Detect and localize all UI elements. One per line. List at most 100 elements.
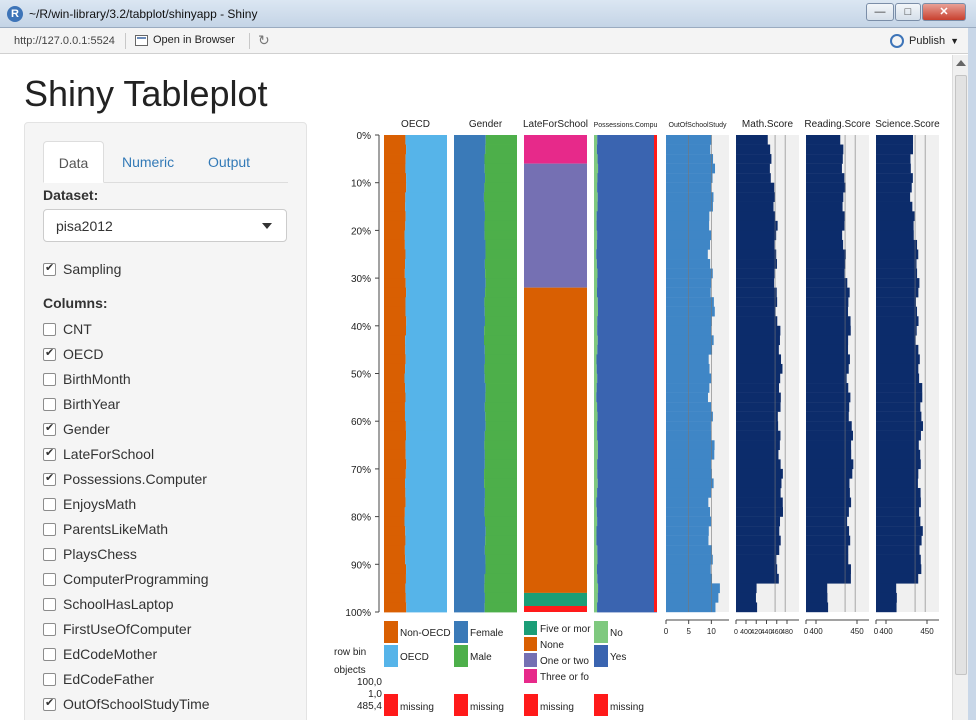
minimize-icon[interactable]: —: [866, 3, 894, 21]
column-checkbox-oecd[interactable]: OECD: [43, 344, 103, 364]
category-bar-male: [485, 421, 517, 432]
numeric-bar: [806, 144, 844, 155]
category-bar-no: [594, 440, 598, 451]
numeric-bar: [736, 487, 781, 498]
checkbox[interactable]: [43, 622, 56, 636]
column-checkbox-computerprogramming[interactable]: ComputerProgramming: [43, 569, 209, 589]
category-bar-non-oecd: [384, 306, 406, 317]
column-checkbox-enjoysmath[interactable]: EnjoysMath: [43, 494, 136, 514]
category-bar-oecd: [405, 344, 447, 355]
checkbox[interactable]: [43, 497, 56, 511]
numeric-bar: [736, 335, 780, 346]
column-label: ParentsLikeMath: [63, 521, 169, 537]
checkbox-checked[interactable]: [43, 261, 56, 276]
category-bar-oecd: [405, 259, 447, 269]
category-bar-male: [485, 144, 517, 155]
category-bar-no: [594, 554, 598, 565]
column-checkbox-parentslikemath[interactable]: ParentsLikeMath: [43, 519, 168, 539]
checkbox-checked[interactable]: [43, 346, 56, 361]
dataset-select[interactable]: pisa2012: [43, 209, 287, 242]
column-checkbox-cnt[interactable]: CNT: [43, 319, 92, 339]
numeric-bar: [736, 239, 775, 250]
checkbox[interactable]: [43, 597, 56, 611]
column-checkbox-birthyear[interactable]: BirthYear: [43, 394, 120, 414]
category-bar-yes: [597, 478, 657, 489]
column-checkbox-edcodefather[interactable]: EdCodeFather: [43, 669, 154, 689]
toolbar-divider: [125, 33, 126, 49]
y-tick-label: 20%: [351, 226, 371, 237]
category-bar-oecd: [406, 316, 447, 327]
category-bar-non-oecd: [384, 373, 405, 384]
column-label: OECD: [63, 346, 104, 362]
shiny-app: Shiny Tableplot Data Numeric Output Data…: [8, 55, 952, 720]
category-bar-male: [484, 306, 517, 317]
category-bar-non-oecd: [384, 154, 406, 165]
maximize-icon[interactable]: □: [895, 3, 921, 21]
numeric-bar: [806, 335, 849, 346]
numeric-bar: [806, 602, 829, 613]
checkbox[interactable]: [43, 672, 56, 686]
column-checkbox-birthmonth[interactable]: BirthMonth: [43, 369, 131, 389]
column-checkbox-edcodemother[interactable]: EdCodeMother: [43, 644, 157, 664]
numeric-bar: [806, 259, 846, 269]
numeric-bar: [876, 430, 921, 441]
publish-button[interactable]: Publish ▼: [890, 34, 959, 48]
checkbox-checked[interactable]: [43, 471, 56, 486]
checkbox[interactable]: [43, 572, 56, 586]
category-bar-female: [454, 363, 485, 374]
checkbox[interactable]: [43, 372, 56, 386]
column-checkbox-firstuseofcomputer[interactable]: FirstUseOfComputer: [43, 619, 191, 639]
checkbox-checked[interactable]: [43, 696, 56, 711]
close-icon[interactable]: ✕: [922, 3, 966, 21]
category-bar-oecd: [404, 268, 447, 279]
checkbox-checked[interactable]: [43, 421, 56, 436]
scroll-up-icon[interactable]: [956, 60, 966, 66]
legend-missing-label: missing: [470, 702, 504, 713]
numeric-bar: [666, 344, 713, 355]
category-bar-male: [484, 154, 517, 165]
numeric-bar: [876, 383, 923, 393]
category-bar-non-oecd: [384, 220, 406, 231]
numeric-bar: [806, 154, 843, 164]
numeric-bar: [806, 316, 851, 326]
column-checkbox-lateforschool[interactable]: LateForSchool: [43, 444, 154, 464]
category-bar-no: [594, 478, 598, 489]
tab-output[interactable]: Output: [208, 154, 251, 170]
category-bar-oecd: [404, 373, 447, 384]
y-tick-label: 80%: [351, 513, 371, 524]
numeric-bar: [876, 201, 913, 212]
checkbox[interactable]: [43, 322, 56, 336]
tab-numeric[interactable]: Numeric: [122, 154, 175, 170]
column-checkbox-gender[interactable]: Gender: [43, 419, 110, 439]
category-bar-female: [454, 239, 486, 250]
refresh-icon[interactable]: ↻: [258, 32, 270, 48]
column-checkbox-schoolhaslaptop[interactable]: SchoolHasLaptop: [43, 594, 174, 614]
numeric-bar: [736, 535, 781, 546]
category-bar-yes: [597, 602, 657, 613]
open-in-browser-button[interactable]: Open in Browser: [135, 34, 235, 46]
checkbox[interactable]: [43, 522, 56, 536]
sampling-checkbox[interactable]: Sampling: [43, 259, 121, 279]
category-bar-yes: [597, 421, 657, 432]
viewer-toolbar: http://127.0.0.1:5524 Open in Browser ↻ …: [0, 28, 976, 54]
legend-swatch: [454, 621, 468, 643]
category-bar-yes: [596, 239, 657, 250]
category-bar-non-oecd: [384, 383, 406, 393]
tab-data[interactable]: Data: [43, 141, 104, 183]
category-bar-non-oecd: [384, 344, 406, 355]
checkbox[interactable]: [43, 547, 56, 561]
vertical-scrollbar[interactable]: [952, 55, 968, 720]
scrollbar-thumb[interactable]: [955, 75, 967, 675]
checkbox[interactable]: [43, 397, 56, 411]
checkbox[interactable]: [43, 647, 56, 661]
category-bar-no: [594, 545, 598, 556]
column-checkbox-possessions-computer[interactable]: Possessions.Computer: [43, 469, 207, 489]
checkbox-checked[interactable]: [43, 446, 56, 461]
category-bar-non-oecd: [384, 287, 407, 298]
numeric-bar: [806, 278, 848, 288]
column-checkbox-outofschoolstudytime[interactable]: OutOfSchoolStudyTime: [43, 694, 210, 714]
category-bar-no: [594, 507, 597, 517]
category-bar-male: [484, 440, 517, 451]
category-bar-female: [454, 449, 485, 460]
column-checkbox-playschess[interactable]: PlaysChess: [43, 544, 137, 564]
